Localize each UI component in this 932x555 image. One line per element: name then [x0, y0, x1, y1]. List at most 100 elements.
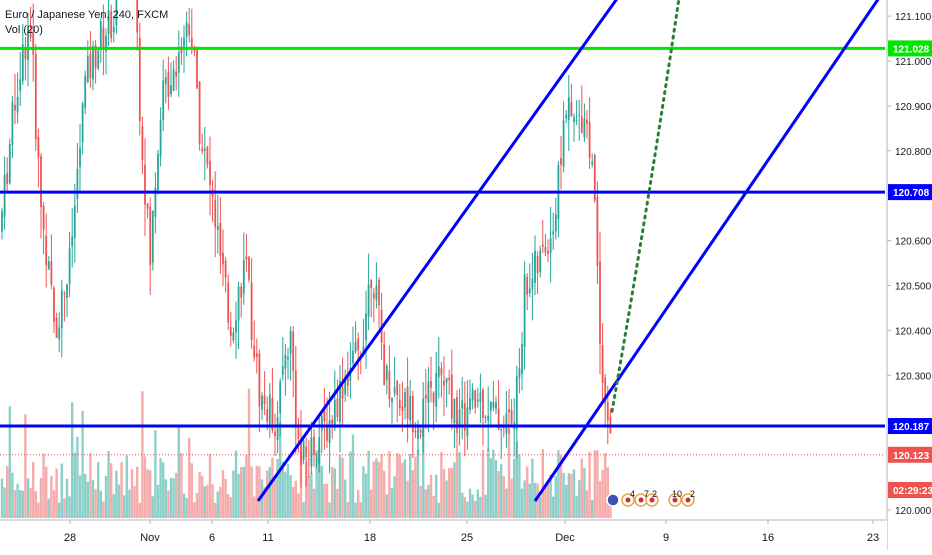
volume-bar: [281, 461, 284, 518]
event-flag-dot: [638, 497, 644, 503]
volume-bar: [234, 450, 238, 518]
volume-bar: [497, 471, 500, 518]
candle-body: [378, 280, 380, 305]
volume-bar: [208, 453, 212, 518]
volume-bar: [42, 453, 45, 518]
time-axis[interactable]: 28 Nov 6 11 18 25 Dec 9 16 23: [0, 519, 887, 550]
volume-bar: [429, 474, 433, 518]
candle-body: [333, 400, 336, 428]
volume-bar: [34, 491, 37, 518]
volume-bar: [393, 476, 396, 518]
price-axis[interactable]: 121.500121.400121.300121.200121.100121.0…: [886, 0, 932, 550]
candle-body: [401, 406, 404, 412]
volume-bar: [141, 391, 144, 518]
candle-body: [367, 284, 370, 317]
candle-body: [193, 48, 196, 52]
volume-bar: [312, 488, 316, 518]
price-tick-label: 120.000: [895, 506, 932, 517]
candle-body: [320, 415, 323, 431]
candle-body: [591, 161, 594, 165]
symbol-title[interactable]: Euro / Japanese Yen, 240, FXCM: [5, 9, 169, 21]
candle-body: [372, 293, 375, 299]
volume-bar: [523, 480, 526, 518]
candle-body: [552, 231, 555, 235]
price-tick-label: 120.800: [895, 147, 932, 158]
volume-bar: [471, 494, 474, 518]
volume-bar: [289, 475, 292, 518]
candle-body: [437, 366, 440, 378]
volume-bar: [45, 466, 48, 518]
volume-bar: [481, 449, 485, 518]
candle-body: [149, 206, 152, 266]
candle-body: [112, 26, 115, 33]
volume-bar: [437, 502, 440, 518]
volume-bar: [513, 458, 516, 518]
price-labels-layer: 121.360121.028120.708120.187120.12302:29…: [888, 40, 932, 498]
candle-body: [328, 420, 331, 444]
event-flag-dot: [625, 497, 631, 503]
time-tick-label: 23: [867, 532, 879, 544]
candle-body: [216, 225, 219, 230]
candle-body: [599, 261, 601, 344]
volume-bar: [588, 452, 591, 518]
volume-bar: [102, 501, 105, 518]
volume-bar: [180, 453, 183, 518]
candle-body: [237, 286, 240, 321]
candle-body: [60, 290, 63, 328]
time-tick-label: 9: [663, 532, 669, 544]
candle-body: [461, 400, 464, 409]
volume-indicator-label[interactable]: Vol (20): [5, 24, 43, 36]
candle-body: [331, 419, 334, 424]
volume-bar: [383, 470, 386, 518]
volume-bar: [578, 479, 581, 518]
volume-bar: [359, 502, 362, 518]
candle-body: [352, 350, 354, 363]
volume-bar: [489, 458, 492, 518]
price-tick-label: 121.100: [895, 12, 932, 23]
candle-body: [339, 380, 341, 423]
candle-body: [573, 117, 575, 122]
event-count-label: 7: [644, 489, 649, 499]
candle-body: [71, 236, 74, 247]
candle-body: [73, 205, 76, 238]
candle-body: [271, 398, 274, 431]
volume-bar: [164, 479, 167, 518]
volume-bar: [71, 402, 74, 518]
volume-bar: [258, 466, 261, 518]
volume-bar: [229, 497, 232, 518]
candle-body: [206, 146, 209, 165]
candle-body: [549, 238, 552, 254]
volume-bar: [562, 472, 565, 518]
volume-bar: [390, 487, 394, 518]
volume-bar: [453, 462, 456, 518]
volume-bar: [130, 469, 134, 518]
volume-bar: [346, 501, 349, 518]
volume-bar: [201, 475, 204, 518]
volume-bar: [167, 490, 170, 518]
volume-bar: [385, 494, 388, 518]
volume-bar: [552, 496, 555, 518]
time-tick-label: Nov: [140, 532, 160, 544]
volume-bar: [177, 426, 180, 518]
volume-bar: [63, 498, 66, 518]
volume-bar: [193, 502, 196, 518]
volume-bar: [263, 486, 266, 518]
candle-body: [294, 370, 297, 425]
volume-bar: [115, 470, 118, 518]
volume-bar: [112, 494, 115, 518]
candle-body: [396, 380, 399, 396]
volume-bar: [198, 471, 201, 518]
volume-bar: [422, 428, 425, 518]
volume-bar: [0, 478, 4, 518]
volume-bar: [138, 502, 141, 518]
candle-body: [578, 115, 581, 117]
volume-bar: [76, 436, 79, 518]
volume-bar: [526, 466, 529, 518]
volume-bar: [591, 499, 594, 518]
volume-bar: [531, 458, 534, 518]
volume-bar: [136, 466, 139, 518]
price-tick-label: 120.400: [895, 326, 932, 337]
volume-bar: [445, 480, 448, 518]
